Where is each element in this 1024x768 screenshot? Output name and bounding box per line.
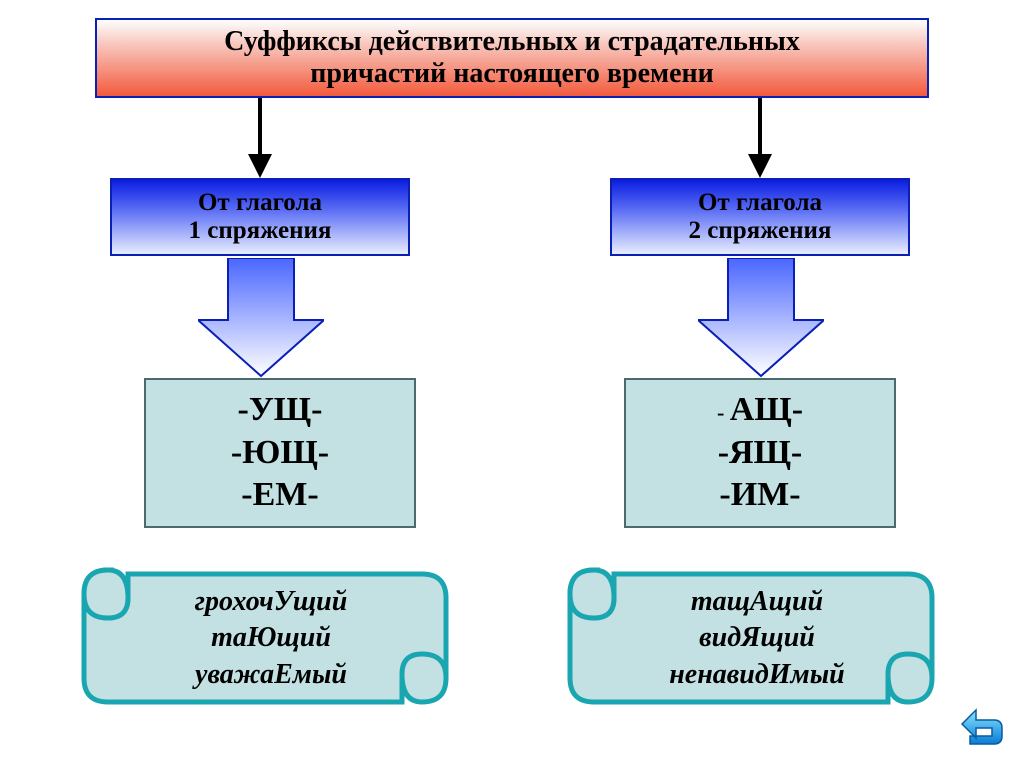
conjugation-1-box: От глагола 1 спряжения: [110, 178, 410, 256]
suffix-right-3: -ИМ-: [719, 474, 800, 517]
example-left-2: таЮщий: [128, 620, 414, 656]
suffix-right-1-main: АЩ-: [730, 391, 803, 428]
conj2-line1: От глагола: [698, 189, 822, 216]
suffix-right-1: - АЩ-: [717, 389, 803, 432]
suffix-right-1-prefix: -: [717, 400, 730, 425]
arrow-to-left-branch: [246, 98, 274, 180]
scroll-left: грохочУщий таЮщий уважаЕмый: [70, 564, 460, 708]
scroll-right: тащАщий видЯщий ненавидИмый: [556, 564, 946, 708]
conj1-line1: От глагола: [198, 189, 322, 216]
suffix-left-3: -ЕМ-: [241, 474, 318, 517]
example-right-2: видЯщий: [614, 620, 900, 656]
conjugation-1-text: От глагола 1 спряжения: [189, 189, 332, 245]
title-box: Суффиксы действительных и страдательных …: [95, 18, 929, 98]
title-line2: причастий настоящего времени: [310, 58, 714, 89]
conjugation-2-text: От глагола 2 спряжения: [689, 189, 832, 245]
conj2-line2: 2 спряжения: [689, 217, 832, 244]
conj1-line2: 1 спряжения: [189, 217, 332, 244]
suffix-box-right: - АЩ- -ЯЩ- -ИМ-: [624, 378, 896, 528]
example-left-1: грохочУщий: [128, 584, 414, 620]
arrow-to-right-branch: [746, 98, 774, 180]
suffix-right-2: -ЯЩ-: [718, 432, 803, 475]
title-text: Суффиксы действительных и страдательных …: [224, 26, 800, 90]
scroll-left-text: грохочУщий таЮщий уважаЕмый: [128, 584, 414, 693]
conjugation-2-box: От глагола 2 спряжения: [610, 178, 910, 256]
example-right-3: ненавидИмый: [614, 657, 900, 693]
return-button[interactable]: [960, 704, 1006, 750]
example-left-3: уважаЕмый: [128, 657, 414, 693]
example-right-1: тащАщий: [614, 584, 900, 620]
suffix-box-left: -УЩ- -ЮЩ- -ЕМ-: [144, 378, 416, 528]
suffix-left-2: -ЮЩ-: [231, 432, 329, 475]
block-arrow-right: [698, 258, 824, 378]
suffix-left-1: -УЩ-: [238, 389, 323, 432]
scroll-right-text: тащАщий видЯщий ненавидИмый: [614, 584, 900, 693]
block-arrow-left: [198, 258, 324, 378]
title-line1: Суффиксы действительных и страдательных: [224, 26, 800, 57]
